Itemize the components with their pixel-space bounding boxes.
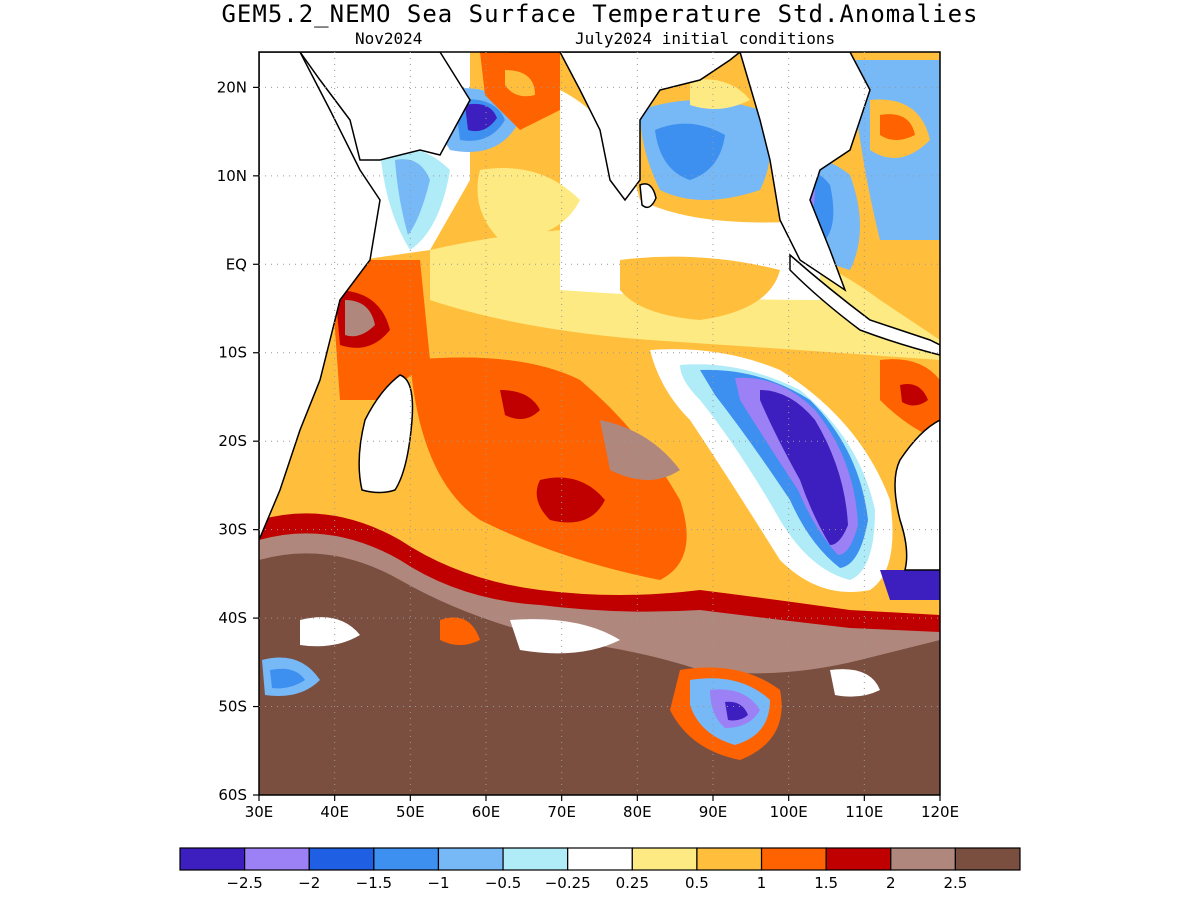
legend-swatch: [760, 847, 827, 871]
legend-swatch: [179, 847, 246, 871]
y-tick-label: 10N: [217, 167, 247, 185]
legend-label: 2: [886, 874, 896, 892]
legend-swatch: [373, 847, 440, 871]
x-tick-label: 100E: [770, 803, 808, 821]
legend-swatch: [890, 847, 956, 871]
color-legend: −2.5 −2 −1.5 −1 −0.5 −0.25 0.25 0.5 1 1.5 2 2.5: [179, 847, 1021, 892]
legend-swatch: [825, 847, 892, 871]
legend-label: −2.5: [226, 874, 262, 892]
y-tick-label: 10S: [218, 344, 247, 362]
x-tick-label: 70E: [547, 803, 576, 821]
x-axis: 30E 40E 50E 60E 70E 80E 90E 100E 110E 120E: [245, 795, 959, 821]
legend-label: 1.5: [814, 874, 838, 892]
y-tick-label: 60S: [218, 786, 247, 804]
anomaly-field: [259, 52, 940, 795]
legend-label: −1.5: [356, 874, 392, 892]
plot-frame: [258, 51, 941, 796]
x-tick-label: 110E: [845, 803, 883, 821]
legend-label: 1: [757, 874, 767, 892]
legend-label: 0.5: [685, 874, 709, 892]
y-tick-label: 40S: [218, 609, 247, 627]
x-tick-label: 90E: [699, 803, 728, 821]
legend-label: −2: [298, 874, 320, 892]
y-tick-label: 20N: [217, 78, 247, 96]
forecast-month: Nov2024: [355, 29, 423, 48]
y-tick-label: 30S: [218, 521, 247, 539]
y-tick-label: 50S: [218, 698, 247, 716]
initial-conditions: July2024 initial conditions: [575, 29, 836, 48]
legend-label: 2.5: [943, 874, 967, 892]
x-tick-label: 30E: [245, 803, 274, 821]
map-title: GEM5.2_NEMO Sea Surface Temperature Std.…: [221, 0, 979, 28]
x-tick-label: 50E: [396, 803, 425, 821]
legend-swatch: [437, 847, 504, 871]
legend-label: 0.25: [616, 874, 649, 892]
legend-swatch: [567, 847, 633, 871]
legend-swatch: [502, 847, 569, 871]
legend-label: −0.5: [485, 874, 521, 892]
x-tick-label: 120E: [921, 803, 959, 821]
legend-swatch: [308, 847, 375, 871]
legend-swatch: [696, 847, 763, 871]
x-tick-label: 60E: [472, 803, 501, 821]
legend-swatch: [954, 847, 1021, 871]
legend-label: −1: [427, 874, 449, 892]
y-axis: 20N 10N EQ 10S 20S 30S 40S 50S 60S: [217, 78, 259, 804]
y-tick-label: 20S: [218, 432, 247, 450]
legend-swatch: [631, 847, 698, 871]
x-tick-label: 80E: [623, 803, 652, 821]
legend-label: −0.25: [545, 874, 591, 892]
y-tick-label: EQ: [226, 255, 247, 273]
x-tick-label: 40E: [320, 803, 349, 821]
legend-swatch: [244, 847, 310, 871]
land-masks: [259, 52, 940, 571]
